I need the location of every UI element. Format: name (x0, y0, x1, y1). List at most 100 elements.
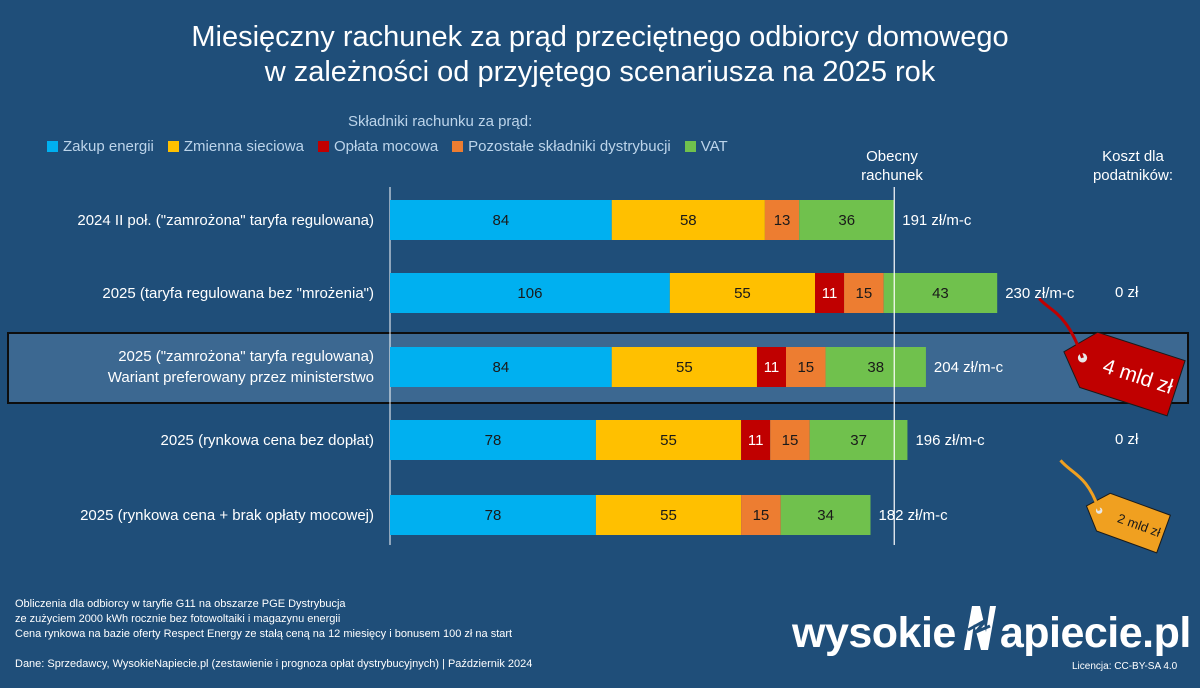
current-bill-header-line2: rachunek (861, 167, 923, 184)
bar-segment (390, 200, 612, 240)
price-tag-shape (1063, 331, 1186, 417)
bar-value-label: 15 (797, 359, 814, 376)
bar-value-label: 55 (676, 359, 693, 376)
legend-label: VAT (700, 138, 728, 155)
legend-label: Zakup energii (63, 138, 154, 155)
source-note: Dane: Sprzedawcy, WysokieNapiecie.pl (ze… (15, 658, 533, 670)
logo-text-part3: apiecie.pl (999, 609, 1191, 657)
bar-segment (770, 420, 810, 460)
bar-value-label: 15 (856, 285, 873, 302)
bar-value-label: 11 (822, 285, 838, 302)
scenario-label-line1: 2024 II poł. ("zamrożona" taryfa regulow… (77, 211, 374, 229)
bar-total-label: 182 zł/m-c (878, 507, 948, 524)
scenario-label-line2: Wariant preferowany przez ministerstwo (107, 369, 374, 386)
bar-value-label: 11 (748, 432, 764, 449)
bar-segment (741, 420, 771, 460)
logo-text-part1: wysokie (792, 609, 956, 657)
bar-segment (764, 200, 800, 240)
bar-segment (390, 273, 670, 313)
legend-swatch (47, 141, 58, 152)
bar-segment (780, 495, 871, 535)
chart-title-line2: w zależności od przyjętego scenariusza n… (264, 56, 936, 88)
bar-value-label: 15 (753, 507, 770, 524)
taxpayer-cost-tag-2bn: 2 mld zł (1059, 459, 1172, 554)
bar-value-label: 38 (867, 359, 884, 376)
bar-total-label: 196 zł/m-c (915, 432, 985, 449)
bar-segment (611, 347, 757, 387)
current-bill-header-line1: Obecny (866, 148, 918, 165)
scenario-label: 2025 (rynkowa cena bez dopłat) (0, 430, 374, 451)
taxpayer-cost-value: 0 zł (1115, 431, 1139, 448)
footnote-line: Obliczenia dla odbiorcy w taryfie G11 na… (15, 598, 346, 610)
bar-value-label: 84 (493, 212, 510, 229)
taxpayer-cost-value: 0 zł (1115, 284, 1139, 301)
price-tag-string (1059, 459, 1101, 512)
footnote-line: ze zużyciem 2000 kWh rocznie bez fotowol… (15, 613, 341, 625)
chart-title: Miesięczny rachunek za prąd przeciętnego… (0, 20, 1200, 90)
price-tag-shape (1085, 492, 1172, 554)
bar-value-label: 37 (850, 432, 867, 449)
bar-total-label: 204 zł/m-c (934, 359, 1004, 376)
legend-item: VAT (684, 138, 728, 155)
legend-label: Pozostałe składniki dystrybucji (468, 138, 671, 155)
scenario-label-line1: 2025 (taryfa regulowana bez "mrożenia") (102, 284, 374, 302)
bar-total-label: 191 zł/m-c (902, 212, 972, 229)
taxpayer-cost-header-line2: podatników: (1092, 167, 1174, 184)
price-tag-string (1038, 297, 1084, 359)
license-note: Licencja: CC-BY-SA 4.0 (1072, 661, 1178, 672)
taxpayer-cost-header: Koszt dla podatników: (1078, 147, 1188, 185)
bar-value-label: 15 (782, 432, 799, 449)
footnotes: Obliczenia dla odbiorcy w taryfie G11 na… (15, 597, 512, 642)
bar-segment (611, 200, 765, 240)
bar-value-label: 58 (680, 212, 697, 229)
bar-segment (799, 200, 895, 240)
bar-total-label: 230 zł/m-c (1005, 285, 1075, 302)
legend-swatch (684, 141, 696, 152)
bar-segment (883, 273, 998, 313)
bar-value-label: 55 (734, 285, 751, 302)
scenario-label: 2025 ("zamrożona" taryfa regulowana) Wari… (0, 346, 374, 388)
scenario-label: 2024 II poł. ("zamrożona" taryfa regulow… (0, 210, 374, 231)
bar-segment (844, 273, 884, 313)
lightning-icon (963, 606, 996, 650)
bar-segment (669, 273, 816, 313)
bar-value-label: 106 (517, 285, 542, 302)
taxpayer-cost-tag-4bn: 4 mld zł (1038, 297, 1186, 417)
bar-segment (825, 347, 926, 387)
scenario-label-line1: 2025 (rynkowa cena + brak opłaty mocowej… (80, 506, 374, 524)
bar-value-label: 84 (493, 359, 510, 376)
taxpayer-cost-header-line1: Koszt dla (1102, 148, 1164, 165)
bar-segment (815, 273, 845, 313)
brand-logo: wysokie N apiecie.pl (792, 600, 1191, 667)
legend-title: Składniki rachunku za prąd: (348, 113, 533, 130)
legend-item: Pozostałe składniki dystrybucji (452, 138, 671, 155)
legend-swatch (452, 141, 464, 152)
legend-item: Zakup energii (47, 138, 154, 155)
scenario-label-line1: 2025 ("zamrożona" taryfa regulowana) (118, 348, 374, 365)
legend-item: Zmienna sieciowa (167, 138, 304, 155)
legend: Zakup energii Zmienna sieciowa Opłata moco… (47, 138, 742, 155)
chart-title-line1: Miesięczny rachunek za prąd przeciętnego… (191, 21, 1009, 53)
scenario-label-line1: 2025 (rynkowa cena bez dopłat) (160, 431, 374, 449)
bar-segment (595, 495, 742, 535)
scenario-label: 2025 (rynkowa cena + brak opłaty mocowej… (0, 505, 374, 526)
legend-label: Opłata mocowa (333, 138, 439, 155)
bar-value-label: 43 (932, 285, 949, 302)
bar-value-label: 55 (660, 432, 677, 449)
bar-value-label: 55 (660, 507, 677, 524)
bar-segment (809, 420, 908, 460)
bar-segment (390, 347, 612, 387)
bar-segment (786, 347, 826, 387)
bar-segment (756, 347, 786, 387)
bar-value-label: 36 (838, 212, 855, 229)
scenario-label: 2025 (taryfa regulowana bez "mrożenia") (0, 283, 374, 304)
bar-value-label: 78 (485, 507, 502, 524)
legend-label: Zmienna sieciowa (183, 138, 304, 155)
bar-segment (390, 495, 596, 535)
bar-value-label: 78 (485, 432, 502, 449)
legend-swatch (167, 141, 179, 152)
legend-swatch (317, 141, 329, 152)
logo-lightning-n: N (956, 600, 1000, 667)
bar-value-label: 34 (817, 507, 834, 524)
current-bill-header: Obecny rachunek (846, 147, 938, 185)
